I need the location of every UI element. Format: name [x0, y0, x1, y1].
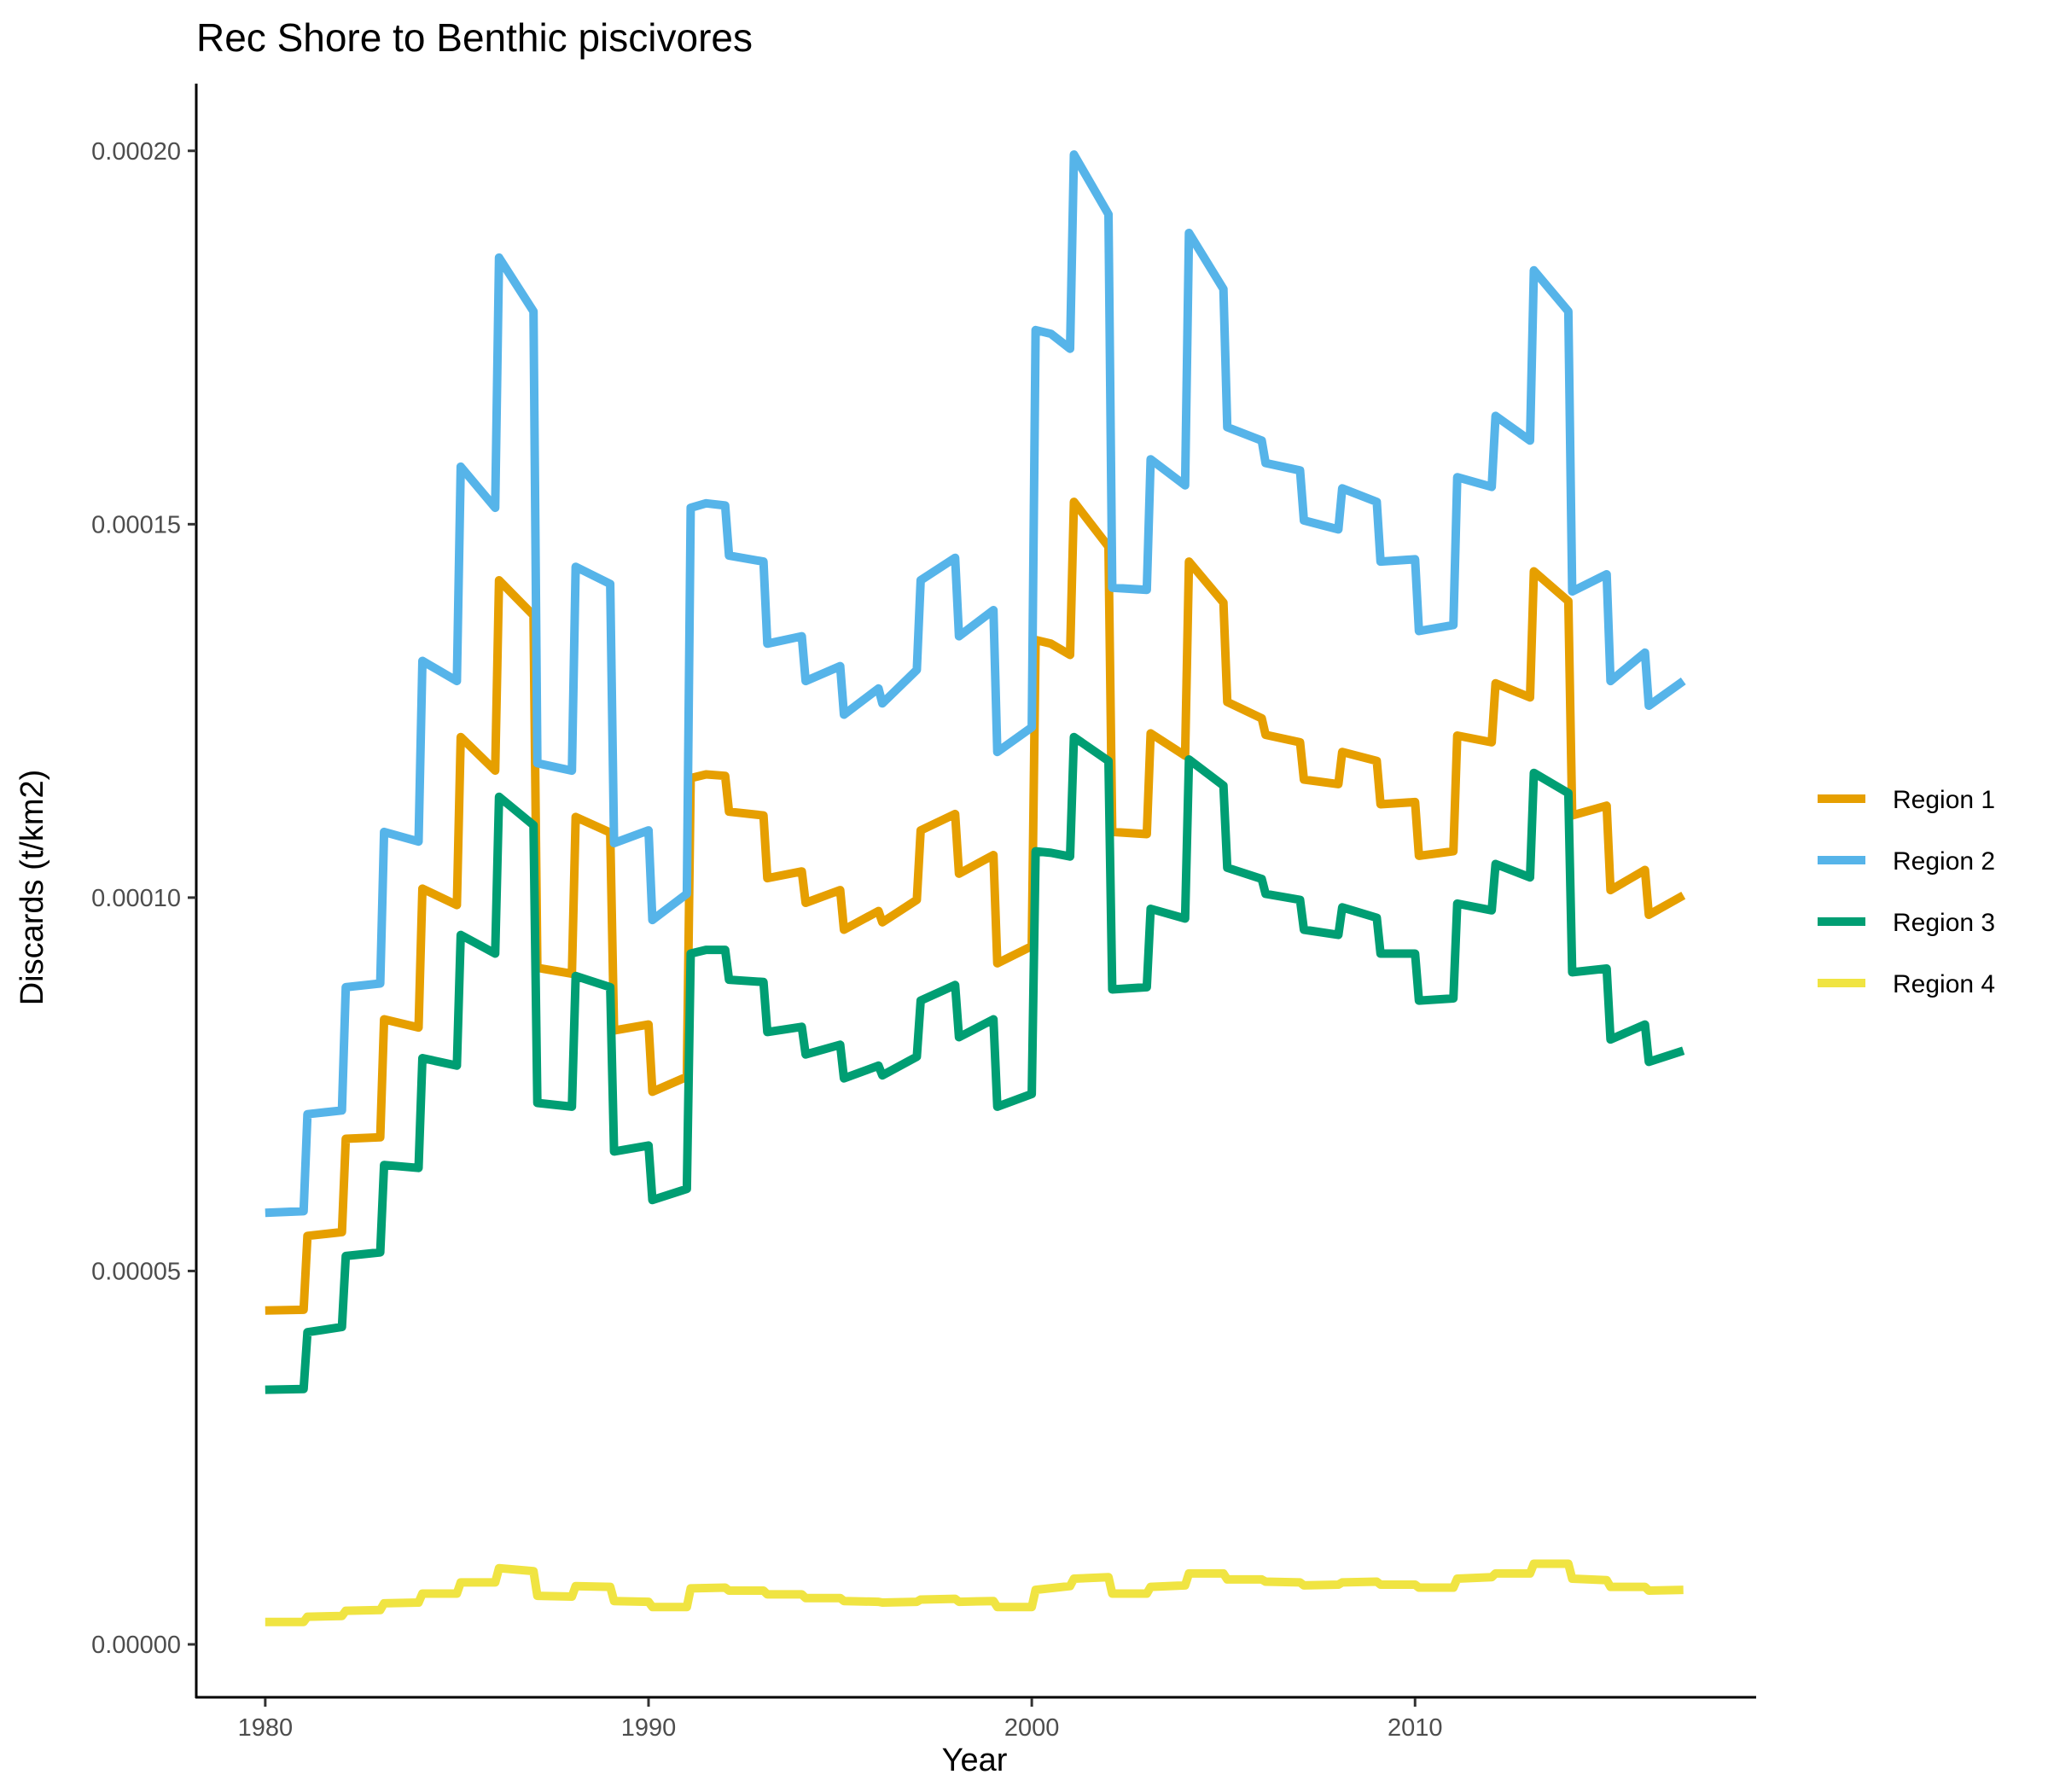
- legend-label-region-2: Region 2: [1893, 847, 1995, 876]
- y-tick-label: 0.00000: [91, 1632, 181, 1659]
- series-line-region-3: [265, 732, 1685, 1394]
- legend: Region 1 Region 2 Region 3 Region 4: [1818, 786, 1995, 998]
- x-ticks: 1980 1990 2000 2010: [238, 1698, 1443, 1742]
- series-line-region-4: [265, 1559, 1684, 1626]
- y-tick-label: 0.00015: [91, 511, 181, 538]
- y-tick-label: 0.00005: [91, 1258, 181, 1285]
- x-tick-label: 2010: [1388, 1714, 1443, 1742]
- legend-label-region-4: Region 4: [1893, 970, 1995, 998]
- legend-label-region-3: Region 3: [1893, 909, 1995, 937]
- x-tick-label: 2000: [1004, 1714, 1060, 1742]
- y-ticks: 0.00000 0.00005 0.00010 0.00015 0.00020: [91, 138, 196, 1659]
- legend-label-region-1: Region 1: [1893, 786, 1995, 814]
- series-line-region-2: [265, 150, 1686, 1218]
- y-tick-label: 0.00020: [91, 138, 181, 166]
- x-tick-label: 1980: [238, 1714, 294, 1742]
- series-lines: [265, 150, 1686, 1626]
- chart-title: Rec Shore to Benthic piscivores: [196, 15, 753, 60]
- series-line-region-1: [265, 497, 1686, 1315]
- y-tick-label: 0.00010: [91, 885, 181, 912]
- x-axis-title: Year: [942, 1743, 1008, 1778]
- axes: 0.00000 0.00005 0.00010 0.00015 0.00020 1980…: [91, 84, 1756, 1742]
- y-axis-title: Discards (t/km2): [15, 770, 50, 1006]
- x-tick-label: 1990: [621, 1714, 677, 1742]
